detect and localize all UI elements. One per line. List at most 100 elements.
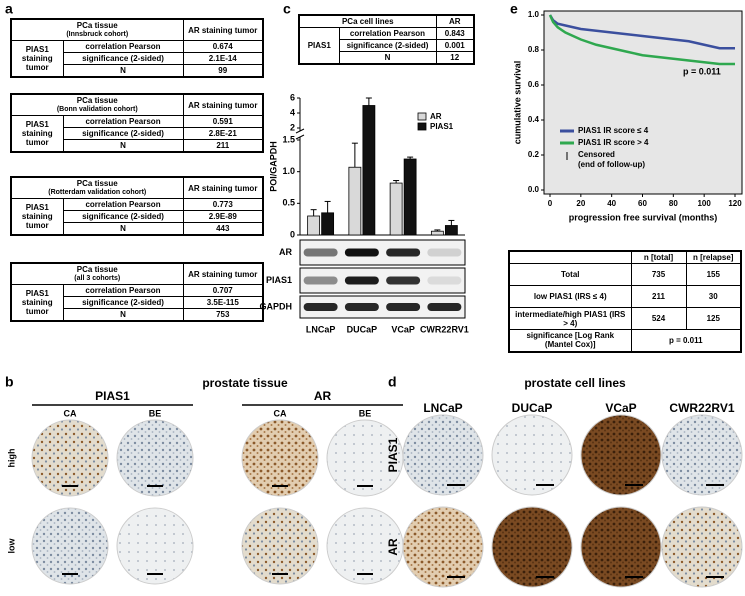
column-header: AR staining tumor: [182, 176, 264, 199]
blot-band: [386, 276, 421, 285]
table-title-cell: PCa tissue (Rotterdam validation cohort): [10, 176, 184, 199]
blank-cell: [508, 250, 632, 264]
cell-value: 0.591: [182, 115, 264, 128]
row-label: correlation Pearson: [338, 27, 437, 40]
survival-curve: [548, 14, 735, 50]
cell-value: 0.001: [435, 39, 475, 52]
legend-swatch: [417, 112, 427, 121]
row-group: PIAS1 staining tumor: [10, 115, 64, 153]
survival-curve: [548, 14, 735, 66]
cell-value: 0.843: [435, 27, 475, 40]
cell-core: [580, 506, 662, 588]
table-row: significance (2-sided) 0.001: [299, 39, 475, 52]
legend-label: Censored: [578, 150, 615, 159]
x-tick-label: 80: [669, 199, 678, 208]
y-tick-label: 0.4: [528, 115, 540, 124]
legend-note: (end of follow-up): [578, 160, 645, 169]
column-header: n [relapse]: [685, 250, 742, 264]
cell-core: [402, 506, 484, 588]
column-label: CA: [64, 408, 77, 418]
group-label: PIAS1: [95, 389, 130, 403]
row-label: significance (2-sided): [62, 127, 184, 140]
blot-label: PIAS1: [266, 275, 292, 285]
cell-core: [580, 414, 662, 496]
blot-band: [303, 248, 338, 257]
cell-core: [491, 414, 573, 496]
cell-core: [661, 414, 743, 496]
panel-title: prostate tissue: [202, 376, 288, 390]
column-label: BE: [149, 408, 162, 418]
x-axis-label: progression free survival (months): [569, 212, 718, 222]
bar: [430, 230, 444, 236]
x-tick-label: 120: [728, 199, 742, 208]
table: PCa tissue (Rotterdam validation cohort) A…: [10, 176, 265, 236]
row-label: N: [62, 222, 184, 236]
blot-label: AR: [279, 247, 292, 257]
column-label: CWR22RV1: [669, 401, 734, 415]
tissue-core: [116, 507, 194, 585]
blot-band: [427, 248, 462, 257]
table-title-cell: PCa cell lines: [298, 14, 437, 28]
table-row: N 99: [11, 64, 264, 78]
cell-value: 0.674: [182, 40, 264, 53]
row-label: low PIAS1 (IRS ≤ 4): [508, 285, 632, 308]
blot-band: [303, 276, 338, 285]
panel-label: e: [510, 1, 518, 17]
column-header: AR staining tumor: [182, 262, 264, 285]
table-row: significance (2-sided) 2.8E-21: [11, 127, 264, 140]
y-tick-label: 1.0: [528, 10, 540, 19]
row-label: significance (2-sided): [62, 52, 184, 65]
table: PCa tissue (Bonn validation cohort) AR sta…: [10, 93, 265, 153]
table-row: low PIAS1 (IRS ≤ 4) 211 30: [508, 285, 742, 308]
x-tick-label: 60: [638, 199, 647, 208]
cell-core: [402, 414, 484, 496]
column-header: AR staining tumor: [182, 18, 264, 41]
panel-label: b: [5, 374, 14, 390]
table-title: PCa tissue: [76, 265, 118, 274]
axis-break: [295, 134, 305, 140]
table-row: intermediate/high PIAS1 (IRS > 4) 524 125: [508, 307, 742, 330]
table-title: PCa tissue: [76, 96, 118, 105]
x-tick-label: 20: [576, 199, 585, 208]
row-label: Total: [508, 263, 632, 286]
row-label: N: [62, 64, 184, 78]
group-label: AR: [314, 389, 332, 403]
blot-band: [427, 276, 462, 285]
row-group: PIAS1: [298, 27, 340, 65]
table-row: N 443: [11, 222, 264, 236]
row-label: correlation Pearson: [62, 115, 184, 128]
header-row: PCa tissue (Innsbruck cohort) AR staining …: [10, 18, 264, 41]
x-tick-label: LNCaP: [306, 324, 336, 334]
cell-value: 524: [630, 307, 687, 330]
y-tick-label: 0.2: [528, 150, 540, 159]
y-tick-label: 0.0: [528, 185, 540, 194]
correlation-table: PCa tissue (Innsbruck cohort) AR staining …: [10, 18, 264, 78]
y-tick-label: 2: [290, 122, 295, 132]
column-label: DUCaP: [512, 401, 553, 415]
table-row: Total 735 155: [508, 263, 742, 286]
y-tick-label: 0.5: [282, 198, 295, 208]
legend-label: PIAS1 IR score > 4: [578, 138, 649, 147]
tissue-core: [241, 507, 319, 585]
legend-label: PIAS1 IR score ≤ 4: [578, 126, 649, 135]
annotation: p = 0.011: [683, 66, 721, 76]
panel-label: a: [5, 1, 13, 17]
cell-value: 211: [630, 285, 687, 308]
cell-value: 12: [435, 51, 475, 65]
table-subtitle: (all 3 cohorts): [74, 275, 121, 282]
table-row: PIAS1 staining tumor correlation Pearson 0…: [10, 198, 264, 236]
header-row: PCa cell lines AR: [298, 14, 475, 28]
cell-value: 2.1E-14: [182, 52, 264, 65]
column-label: VCaP: [605, 401, 636, 415]
bar: [403, 158, 417, 236]
table: n [total] n [relapse] Total 735 155 low PIAS1…: [508, 250, 742, 353]
x-tick-label: 40: [607, 199, 616, 208]
y-tick-label: 1.5: [282, 134, 295, 144]
row-label: correlation Pearson: [62, 284, 184, 297]
header-row: n [total] n [relapse]: [508, 250, 742, 264]
cell-value: 3.5E-115: [182, 296, 264, 309]
cell-value: 125: [685, 307, 742, 330]
table-row: significance (2-sided) 2.1E-14: [11, 52, 264, 65]
